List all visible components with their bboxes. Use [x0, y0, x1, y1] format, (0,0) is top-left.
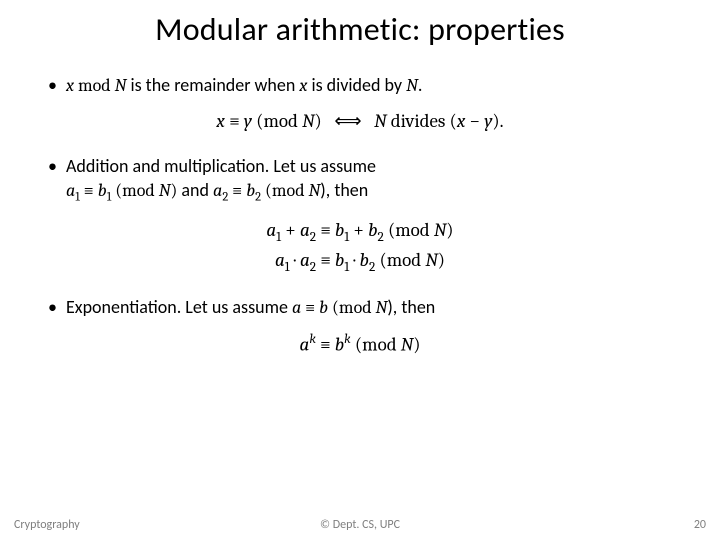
slide-title: Modular arithmetic: properties — [0, 0, 720, 49]
text: is the remainder when — [126, 74, 299, 96]
slide-content: x mod N is the remainder when x is divid… — [0, 49, 720, 359]
bullet-2: Addition and multiplication. Let us assu… — [48, 154, 672, 207]
var-n2: N — [406, 75, 418, 96]
footer-page-number: 20 — [694, 518, 706, 532]
equation-add-mul: a1 + a2 ≡ b1 + b2 (mod N) a1 · a2 ≡ b1 ·… — [48, 217, 672, 277]
footer-center: © Dept. CS, UPC — [0, 518, 720, 532]
op-mod: mod — [74, 75, 115, 96]
bullet-3: Exponentiation. Let us assume a ≡ b (mod… — [48, 295, 672, 320]
bullet-1: x mod N is the remainder when x is divid… — [48, 73, 672, 98]
text: is divided by — [307, 74, 406, 96]
text: . — [418, 74, 423, 96]
equation-congruence-def: x ≡ y (mod N) ⟺ N divides (x − y). — [48, 108, 672, 136]
var-x: x — [66, 75, 74, 96]
text: Addition and multiplication. Let us assu… — [66, 155, 376, 177]
var-n: N — [115, 75, 127, 96]
slide: Modular arithmetic: properties x mod N i… — [0, 0, 720, 540]
equation-exp: ak ≡ bk (mod N) — [48, 330, 672, 359]
